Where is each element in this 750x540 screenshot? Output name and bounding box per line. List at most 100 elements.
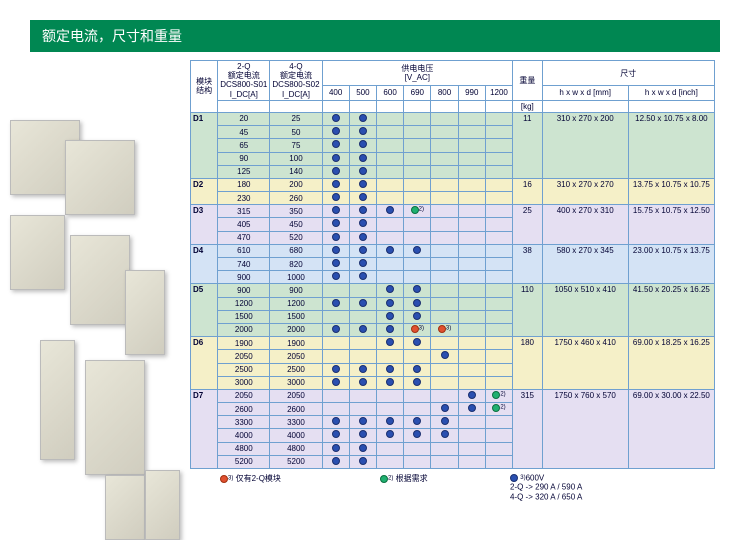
- weight-cell: 11: [513, 112, 542, 178]
- dot-icon: [441, 404, 449, 412]
- marker-cell: [322, 337, 349, 350]
- cur2q-cell: 230: [218, 192, 270, 205]
- marker-cell: [322, 152, 349, 165]
- dot-icon: [468, 391, 476, 399]
- dot-icon: [386, 206, 394, 214]
- marker-cell: [431, 258, 458, 271]
- marker-cell: [349, 455, 376, 468]
- dot-icon: [413, 417, 421, 425]
- cur4q-cell: 1900: [270, 337, 322, 350]
- cur4q-cell: 450: [270, 218, 322, 231]
- col-weight: 重量: [513, 61, 542, 101]
- marker-cell: [322, 323, 349, 336]
- dot-icon: [359, 167, 367, 175]
- module-cell: D3: [191, 205, 218, 245]
- voltage-header: 800: [431, 86, 458, 100]
- cur2q-cell: 20: [218, 112, 270, 125]
- dot-icon: [359, 430, 367, 438]
- marker-cell: [404, 152, 431, 165]
- weight-cell: 16: [513, 178, 542, 204]
- marker-cell: [322, 178, 349, 191]
- marker-cell: [377, 442, 404, 455]
- marker-cell: [322, 165, 349, 178]
- cur4q-cell: 1000: [270, 271, 322, 284]
- marker-cell: [349, 152, 376, 165]
- dot-icon: [332, 206, 340, 214]
- dot-icon: [413, 338, 421, 346]
- marker-cell: [377, 218, 404, 231]
- dot-red-icon: [438, 325, 446, 333]
- dot-icon: [332, 457, 340, 465]
- marker-cell: [349, 416, 376, 429]
- marker-cell: [431, 389, 458, 402]
- marker-cell: [485, 337, 512, 350]
- dot-icon: [441, 351, 449, 359]
- marker-cell: [485, 244, 512, 257]
- module-cell: D2: [191, 178, 218, 204]
- marker-cell: [458, 126, 485, 139]
- marker-cell: [485, 271, 512, 284]
- marker-cell: [404, 363, 431, 376]
- cur4q-cell: 900: [270, 284, 322, 297]
- marker-cell: [377, 152, 404, 165]
- marker-cell: [349, 271, 376, 284]
- cur2q-cell: 3300: [218, 416, 270, 429]
- marker-cell: [458, 165, 485, 178]
- marker-cell: [485, 218, 512, 231]
- dot-icon: [332, 140, 340, 148]
- marker-cell: [458, 231, 485, 244]
- cur4q-cell: 2050: [270, 389, 322, 402]
- marker-cell: [377, 337, 404, 350]
- marker-cell: [458, 389, 485, 402]
- dot-icon: [332, 259, 340, 267]
- table-row: D7205020502)3151750 x 760 x 57069.00 x 3…: [191, 389, 715, 402]
- cur2q-cell: 315: [218, 205, 270, 218]
- marker-cell: [458, 337, 485, 350]
- marker-cell: [377, 205, 404, 218]
- marker-cell: [431, 284, 458, 297]
- marker-cell: [404, 297, 431, 310]
- marker-cell: [349, 323, 376, 336]
- dot-icon: [468, 404, 476, 412]
- marker-cell: [349, 376, 376, 389]
- dot-icon: [386, 285, 394, 293]
- marker-cell: [377, 112, 404, 125]
- marker-cell: [485, 429, 512, 442]
- dot-icon: [332, 299, 340, 307]
- dot-icon: [386, 312, 394, 320]
- marker-cell: [458, 429, 485, 442]
- marker-cell: [349, 126, 376, 139]
- marker-cell: [377, 403, 404, 416]
- dot-red-icon: [411, 325, 419, 333]
- marker-cell: [377, 416, 404, 429]
- marker-cell: [377, 244, 404, 257]
- marker-cell: [431, 244, 458, 257]
- marker-cell: [458, 310, 485, 323]
- marker-cell: [404, 126, 431, 139]
- dim-mm-cell: 580 x 270 x 345: [542, 244, 628, 284]
- marker-cell: [377, 139, 404, 152]
- marker-cell: [404, 231, 431, 244]
- cur4q-cell: 3000: [270, 376, 322, 389]
- marker-cell: [458, 112, 485, 125]
- marker-cell: [404, 112, 431, 125]
- marker-cell: [485, 152, 512, 165]
- legend-blue: 600V: [526, 473, 545, 482]
- dot-icon: [332, 127, 340, 135]
- marker-cell: [377, 363, 404, 376]
- marker-cell: [458, 218, 485, 231]
- marker-cell: [349, 244, 376, 257]
- weight-cell: 180: [513, 337, 542, 390]
- dot-icon: [413, 285, 421, 293]
- marker-cell: [404, 192, 431, 205]
- marker-cell: [322, 455, 349, 468]
- dot-icon: [359, 140, 367, 148]
- voltage-header: 600: [377, 86, 404, 100]
- marker-cell: [404, 376, 431, 389]
- marker-cell: [404, 403, 431, 416]
- cur2q-cell: 180: [218, 178, 270, 191]
- marker-cell: [322, 139, 349, 152]
- marker-cell: [377, 429, 404, 442]
- marker-cell: [322, 284, 349, 297]
- module-cell: D4: [191, 244, 218, 284]
